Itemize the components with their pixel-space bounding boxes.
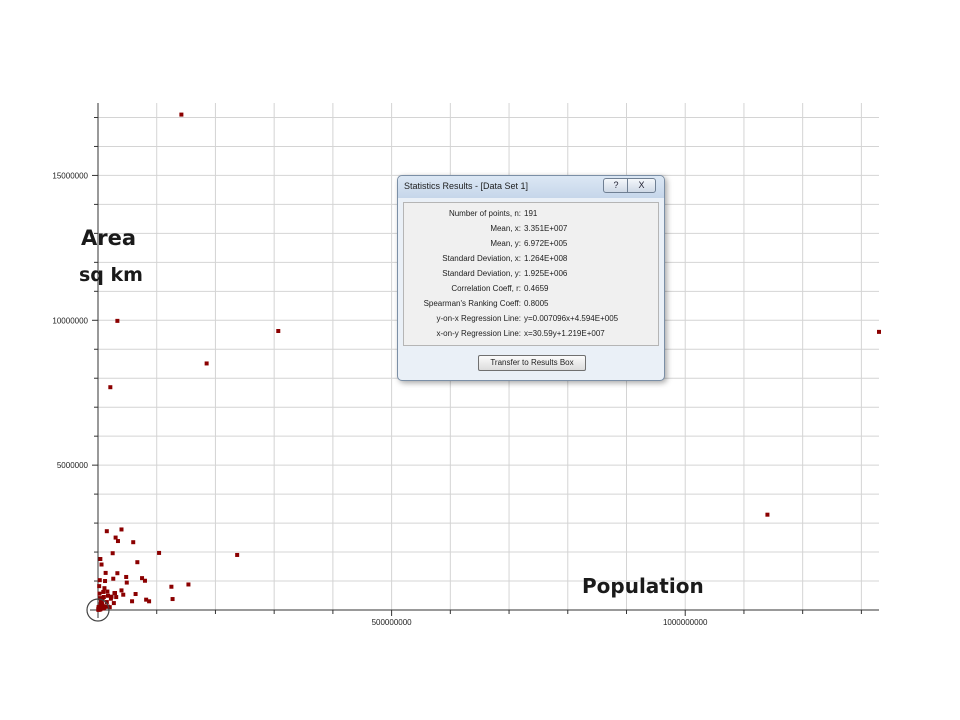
data-point — [101, 589, 106, 594]
stat-row: Correlation Coeff, r: 0.4659 — [404, 284, 658, 298]
data-point — [131, 540, 136, 545]
data-point — [105, 593, 110, 598]
x-axis-label: Population — [582, 574, 704, 598]
data-point — [144, 597, 149, 602]
data-point — [103, 579, 108, 584]
origin-highlight-circle — [86, 598, 110, 622]
stat-value: 1.264E+008 — [524, 254, 568, 263]
stat-value: 1.925E+006 — [524, 269, 568, 278]
data-point — [108, 385, 113, 390]
data-point — [98, 596, 103, 601]
data-point — [107, 605, 112, 610]
stat-value: y=0.007096x+4.594E+005 — [524, 314, 619, 323]
data-point — [157, 550, 162, 555]
data-point — [103, 570, 108, 575]
stat-row: Mean, y: 6.972E+005 — [404, 239, 658, 253]
data-point — [179, 112, 184, 117]
stat-row: Standard Deviation, y: 1.925E+006 — [404, 269, 658, 283]
data-point — [276, 329, 281, 334]
data-point — [97, 578, 102, 583]
data-point — [104, 600, 109, 605]
stat-name: x-on-y Regression Line: — [436, 329, 521, 338]
stat-value: x=30.59y+1.219E+007 — [524, 329, 605, 338]
stat-row: Standard Deviation, x: 1.264E+008 — [404, 254, 658, 268]
data-point — [103, 604, 108, 609]
data-point — [115, 571, 120, 576]
data-point — [104, 529, 109, 534]
y-tick-label: 15000000 — [52, 171, 88, 180]
data-point — [765, 512, 770, 517]
stat-name: Correlation Coeff, r: — [451, 284, 521, 293]
data-point — [135, 560, 140, 565]
data-point — [101, 594, 106, 599]
data-point — [124, 580, 129, 585]
data-point — [170, 597, 175, 602]
data-point — [186, 582, 191, 587]
data-point — [99, 562, 104, 567]
data-point — [97, 584, 102, 589]
data-point — [108, 596, 113, 601]
stat-value: 191 — [524, 209, 538, 218]
data-point — [124, 574, 129, 579]
data-point — [105, 589, 110, 594]
help-button[interactable]: ? — [603, 178, 629, 193]
stat-value: 3.351E+007 — [524, 224, 568, 233]
data-point — [147, 599, 152, 604]
data-point — [877, 329, 881, 334]
stat-name: Standard Deviation, y: — [442, 269, 521, 278]
stat-name: y-on-x Regression Line: — [436, 314, 521, 323]
data-point — [111, 601, 116, 606]
stat-row: Spearman's Ranking Coeff: 0.8005 — [404, 299, 658, 313]
dialog-titlebar: Statistics Results - [Data Set 1] ? X — [398, 176, 664, 198]
data-point — [111, 576, 116, 581]
data-point — [113, 535, 118, 540]
data-points — [86, 112, 881, 622]
data-point — [115, 318, 120, 323]
data-point — [97, 607, 102, 612]
axes — [90, 103, 879, 618]
stat-name: Mean, x: — [490, 224, 521, 233]
y-tick-label: 10000000 — [52, 316, 88, 325]
data-point — [114, 595, 119, 600]
statistics-results-dialog: Statistics Results - [Data Set 1] ? X Nu… — [397, 175, 665, 381]
transfer-to-results-box-button[interactable]: Transfer to Results Box — [478, 355, 586, 371]
data-point — [121, 592, 126, 597]
stat-name: Number of points, n: — [448, 209, 521, 218]
data-point — [204, 361, 209, 366]
data-point — [130, 599, 135, 604]
y-axis-label: Area — [81, 226, 137, 250]
stat-row: x-on-y Regression Line: x=30.59y+1.219E+0… — [404, 329, 658, 343]
data-point — [133, 592, 138, 597]
data-point — [97, 591, 102, 596]
statistics-panel: Number of points, n: 191 Mean, x: 3.351E+00… — [403, 202, 659, 346]
data-point — [235, 552, 240, 557]
tick-labels: 500000000 1000000000 5000000 10000000 150000… — [52, 171, 708, 627]
stat-value: 6.972E+005 — [524, 239, 568, 248]
data-point — [110, 551, 115, 556]
data-point — [119, 588, 124, 593]
y-tick-label: 5000000 — [57, 461, 89, 470]
data-point — [119, 527, 124, 532]
stat-value: 0.4659 — [524, 284, 549, 293]
data-point — [142, 578, 147, 583]
data-point — [98, 557, 103, 562]
stat-name: Standard Deviation, x: — [442, 254, 521, 263]
data-point — [105, 604, 110, 609]
stat-row: y-on-x Regression Line: y=0.007096x+4.594… — [404, 314, 658, 328]
data-point — [140, 576, 145, 581]
x-tick-label: 500000000 — [372, 618, 413, 627]
data-point — [169, 584, 174, 589]
dialog-title: Statistics Results - [Data Set 1] — [404, 181, 529, 191]
data-point — [115, 539, 120, 544]
stat-row: Mean, x: 3.351E+007 — [404, 224, 658, 238]
close-button[interactable]: X — [627, 178, 656, 193]
stat-name: Spearman's Ranking Coeff: — [423, 299, 521, 308]
stat-name: Mean, y: — [490, 239, 521, 248]
stat-value: 0.8005 — [524, 299, 549, 308]
x-tick-label: 1000000000 — [663, 618, 708, 627]
data-point — [112, 591, 117, 596]
y-axis-unit-label: sq km — [79, 264, 143, 286]
data-point — [102, 586, 107, 591]
stat-row: Number of points, n: 191 — [404, 209, 658, 223]
